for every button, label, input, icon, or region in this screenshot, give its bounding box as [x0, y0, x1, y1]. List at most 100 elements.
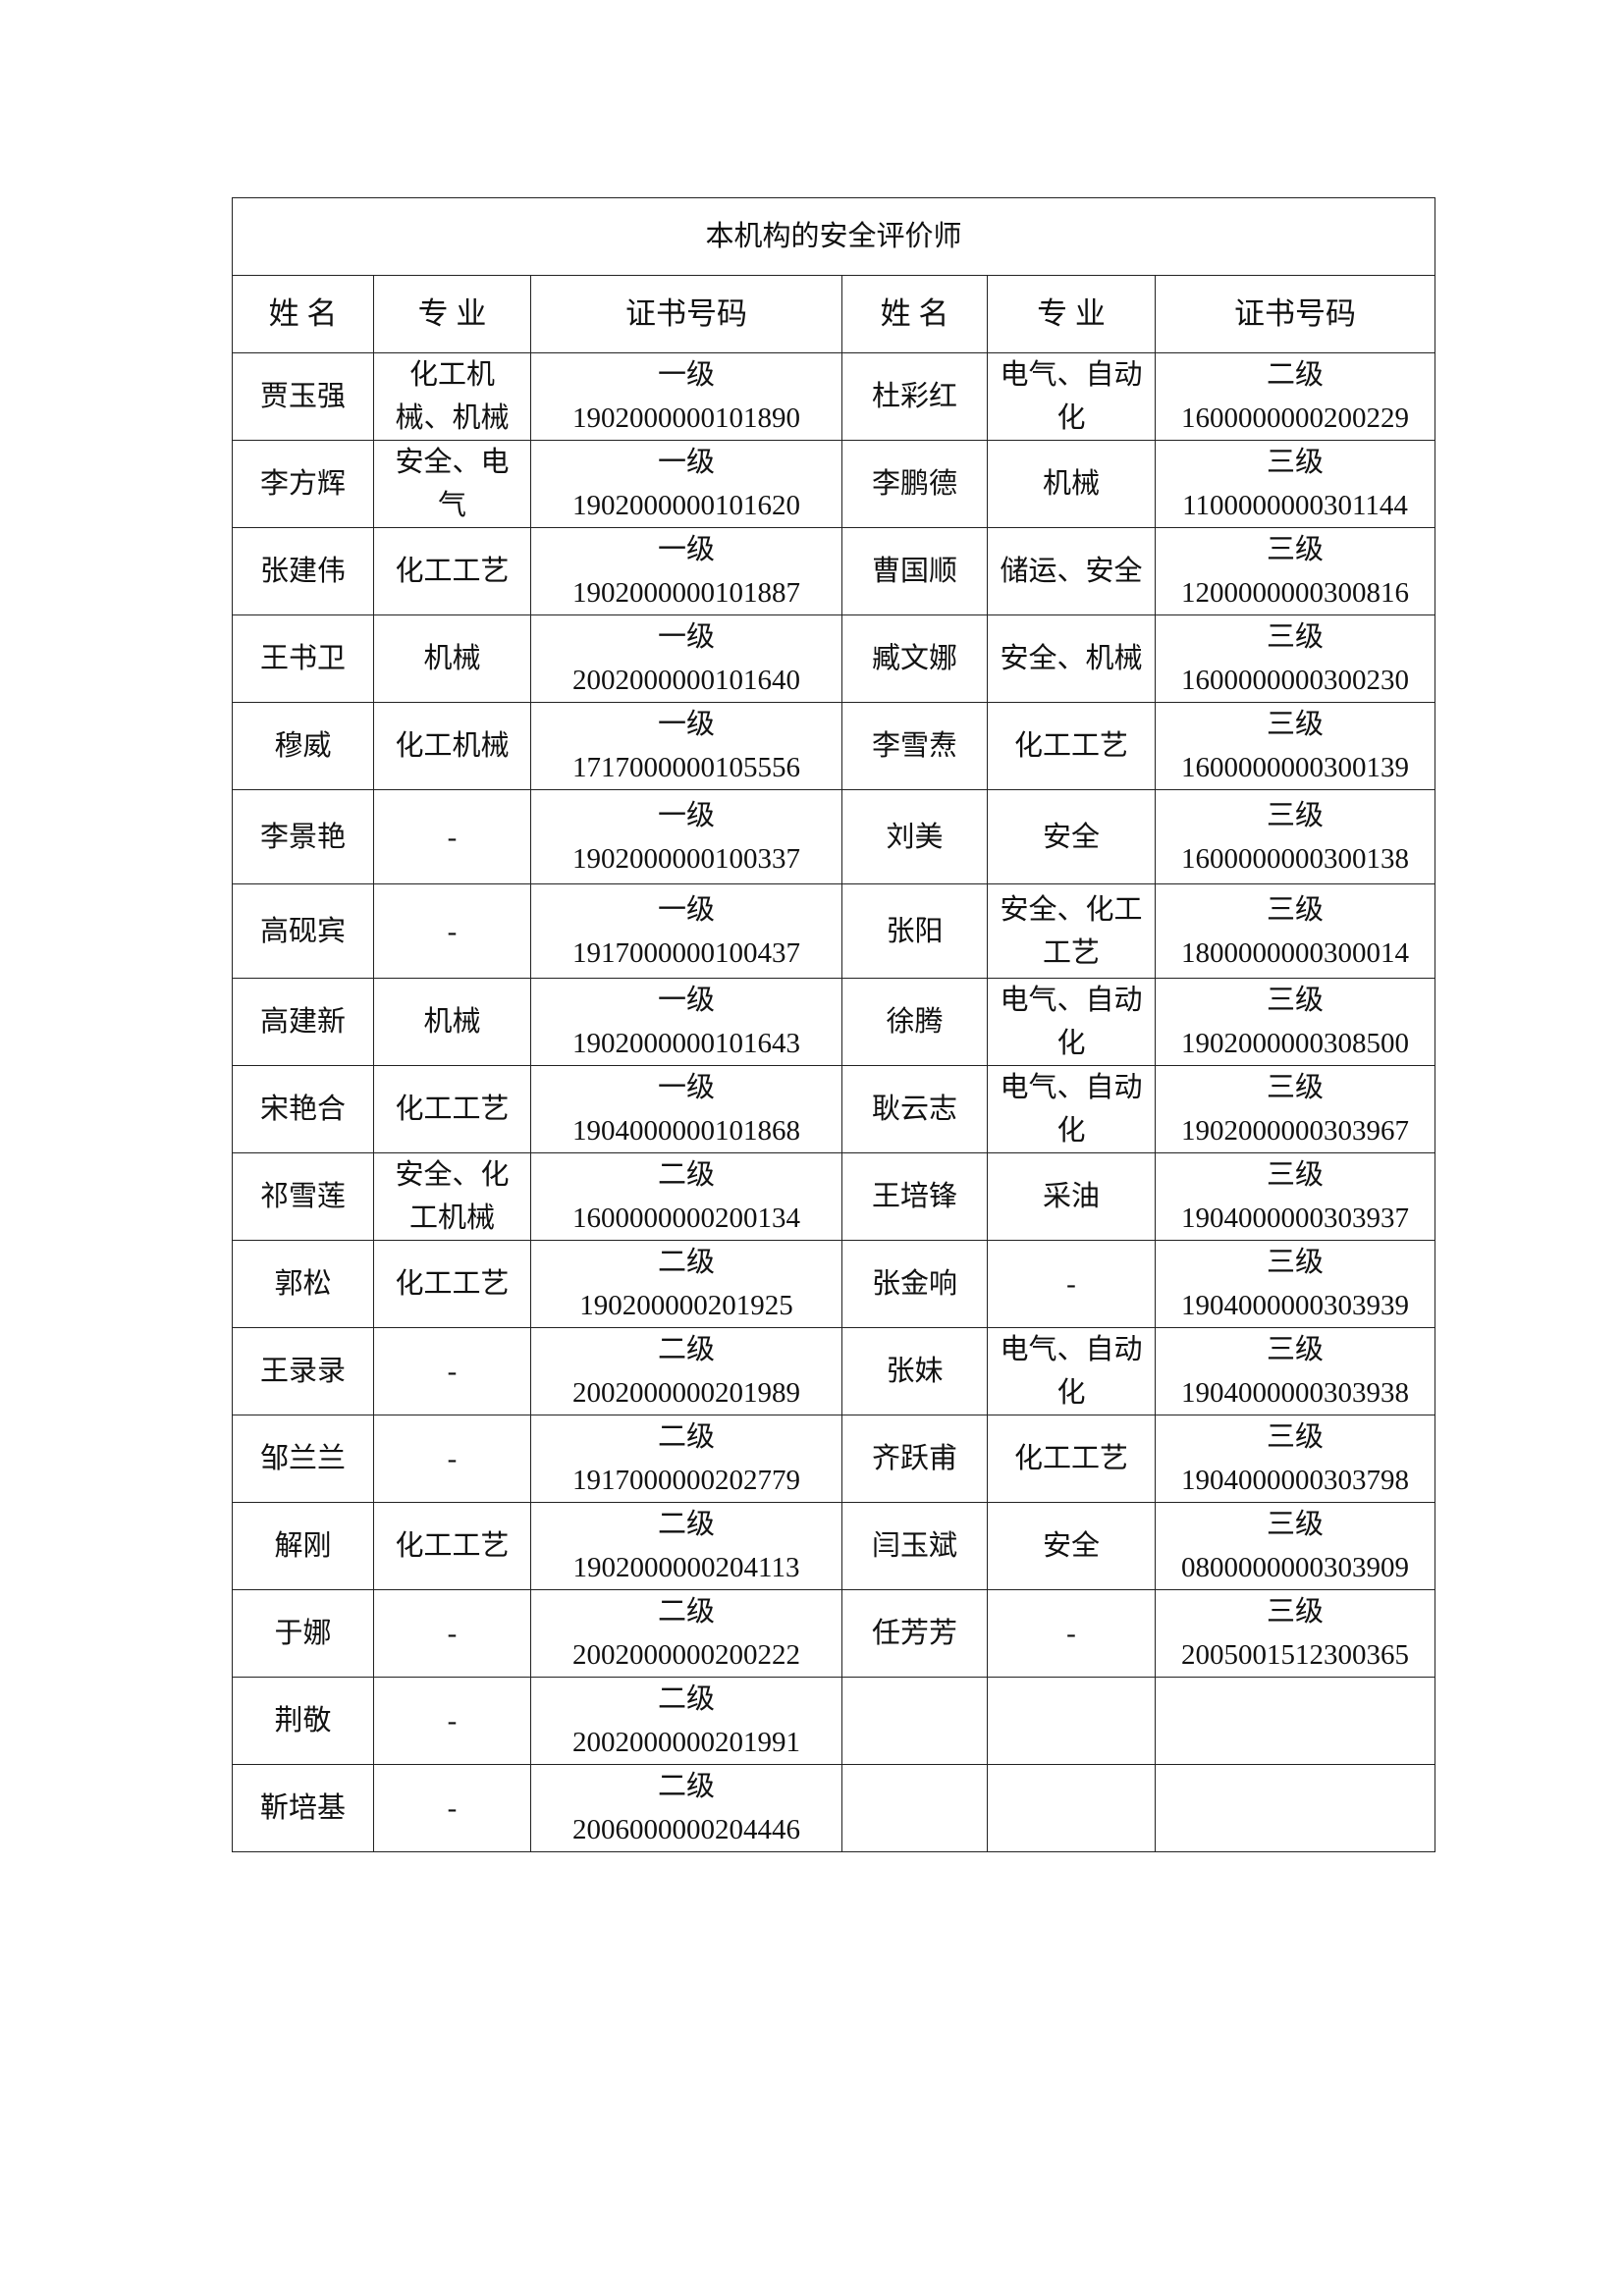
name-cell: 郭松: [232, 1240, 374, 1328]
name-cell: 齐跃甫: [841, 1415, 988, 1503]
major-cell: 机械: [373, 614, 531, 703]
safety-assessor-table: 本机构的安全评价师 姓 名 专 业 证书号码 姓 名 专 业 证书号码 贾玉强化…: [231, 197, 1436, 1852]
table-row: 贾玉强 化工机 械、机械 一级 1902000000101890 杜彩红 电气、自动 化…: [232, 352, 1436, 441]
name-cell: 任芳芳: [841, 1589, 988, 1678]
name-cell: 宋艳合: [232, 1065, 374, 1153]
cert-cell: 三级 1902000000303967: [1154, 1065, 1436, 1153]
table-row: 荆敬 - 二级 2002000000201991: [232, 1677, 1436, 1765]
major-cell: 安全、化工 工艺: [987, 883, 1156, 979]
cert-cell: 三级 2005001512300365: [1154, 1589, 1436, 1678]
major-cell: -: [373, 1677, 531, 1765]
major-cell: 机械: [373, 978, 531, 1066]
table-row: 邹兰兰 - 二级 1917000000202779 齐跃甫 化工工艺 三级 1904000…: [232, 1415, 1436, 1503]
name-cell: 杜彩红: [841, 352, 988, 441]
major-cell: 电气、自动 化: [987, 352, 1156, 441]
cert-cell: 三级 0800000000303909: [1154, 1502, 1436, 1590]
name-cell: 臧文娜: [841, 614, 988, 703]
cert-cell: 三级 1904000000303938: [1154, 1327, 1436, 1415]
name-cell: 穆威: [232, 702, 374, 790]
major-cell: 电气、自动 化: [987, 978, 1156, 1066]
major-cell: 机械: [987, 440, 1156, 528]
major-cell: 电气、自动 化: [987, 1065, 1156, 1153]
name-cell: 李鹏德: [841, 440, 988, 528]
table-row: 穆威 化工机械 一级 1717000000105556 李雪焘 化工工艺 三级 16000…: [232, 702, 1436, 790]
cert-cell: [1154, 1764, 1436, 1852]
cert-cell: 二级 1902000000204113: [530, 1502, 842, 1590]
major-cell: -: [373, 1415, 531, 1503]
name-cell: 荆敬: [232, 1677, 374, 1765]
table-row: 王录录 - 二级 2002000000201989 张妹 电气、自动 化三级 19040…: [232, 1327, 1436, 1415]
name-cell: 李景艳: [232, 789, 374, 884]
cert-cell: 一级 1902000000101620: [530, 440, 842, 528]
name-cell: 耿云志: [841, 1065, 988, 1153]
table-row: 于娜 - 二级 2002000000200222 任芳芳 - 三级 20050015123…: [232, 1589, 1436, 1678]
header-major-2: 专 业: [987, 275, 1156, 353]
header-name-2: 姓 名: [841, 275, 988, 353]
header-name-1: 姓 名: [232, 275, 374, 353]
name-cell: 靳培基: [232, 1764, 374, 1852]
cert-cell: 一级 1902000000101887: [530, 527, 842, 615]
major-cell: 安全: [987, 789, 1156, 884]
major-cell: -: [987, 1589, 1156, 1678]
cert-cell: 二级 2002000000200222: [530, 1589, 842, 1678]
name-cell: 高建新: [232, 978, 374, 1066]
cert-cell: 三级 1902000000308500: [1154, 978, 1436, 1066]
name-cell: 祁雪莲: [232, 1152, 374, 1241]
header-cert-2: 证书号码: [1154, 275, 1436, 353]
major-cell: 电气、自动 化: [987, 1327, 1156, 1415]
major-cell: [987, 1677, 1156, 1765]
major-cell: 化工工艺: [373, 1502, 531, 1590]
name-cell: 解刚: [232, 1502, 374, 1590]
major-cell: [987, 1764, 1156, 1852]
major-cell: 储运、安全: [987, 527, 1156, 615]
table-row: 靳培基 - 二级 2006000000204446: [232, 1764, 1436, 1852]
name-cell: 邹兰兰: [232, 1415, 374, 1503]
cert-cell: 二级 1600000000200134: [530, 1152, 842, 1241]
header-row: 姓 名 专 业 证书号码 姓 名 专 业 证书号码: [232, 275, 1436, 353]
major-cell: 安全、机械: [987, 614, 1156, 703]
header-cert-1: 证书号码: [530, 275, 842, 353]
major-cell: 化工工艺: [987, 702, 1156, 790]
major-cell: 采油: [987, 1152, 1156, 1241]
cert-cell: 三级 1800000000300014: [1154, 883, 1436, 979]
major-cell: -: [373, 789, 531, 884]
table-row: 王书卫 机械 一级 2002000000101640 臧文娜 安全、机械 三级 16000…: [232, 614, 1436, 703]
major-cell: -: [373, 1327, 531, 1415]
name-cell: 张妹: [841, 1327, 988, 1415]
name-cell: 王培锋: [841, 1152, 988, 1241]
cert-cell: 三级 1904000000303798: [1154, 1415, 1436, 1503]
major-cell: -: [373, 1589, 531, 1678]
name-cell: 刘美: [841, 789, 988, 884]
name-cell: 李雪焘: [841, 702, 988, 790]
name-cell: 高砚宾: [232, 883, 374, 979]
major-cell: -: [373, 883, 531, 979]
table-row: 高砚宾 - 一级 1917000000100437 张阳 安全、化工 工艺 三级 1800…: [232, 883, 1436, 979]
major-cell: 化工机 械、机械: [373, 352, 531, 441]
cert-cell: 二级 1600000000200229: [1154, 352, 1436, 441]
table-row: 张建伟 化工工艺 一级 1902000000101887 曹国顺 储运、安全 三级 120…: [232, 527, 1436, 615]
name-cell: 李方辉: [232, 440, 374, 528]
table-row: 解刚 化工工艺 二级 1902000000204113 闫玉斌 安全 三级 0800000…: [232, 1502, 1436, 1590]
cert-cell: 一级 1904000000101868: [530, 1065, 842, 1153]
major-cell: 化工工艺: [373, 1240, 531, 1328]
table-title: 本机构的安全评价师: [231, 197, 1436, 276]
cert-cell: 一级 1902000000101643: [530, 978, 842, 1066]
cert-cell: 三级 1600000000300139: [1154, 702, 1436, 790]
name-cell: 张金响: [841, 1240, 988, 1328]
name-cell: 徐腾: [841, 978, 988, 1066]
table-row: 李景艳 - 一级 1902000000100337 刘美 安全 三级 1600000000…: [232, 789, 1436, 884]
major-cell: 化工工艺: [373, 1065, 531, 1153]
title-row: 本机构的安全评价师: [231, 197, 1436, 276]
cert-cell: 三级 1600000000300138: [1154, 789, 1436, 884]
cert-cell: [1154, 1677, 1436, 1765]
cert-cell: 一级 1902000000100337: [530, 789, 842, 884]
major-cell: 化工工艺: [987, 1415, 1156, 1503]
cert-cell: 一级 1917000000100437: [530, 883, 842, 979]
cert-cell: 二级 2002000000201991: [530, 1677, 842, 1765]
name-cell: 闫玉斌: [841, 1502, 988, 1590]
name-cell: 曹国顺: [841, 527, 988, 615]
major-cell: 安全: [987, 1502, 1156, 1590]
cert-cell: 二级 2006000000204446: [530, 1764, 842, 1852]
name-cell: 王录录: [232, 1327, 374, 1415]
cert-cell: 一级 1902000000101890: [530, 352, 842, 441]
